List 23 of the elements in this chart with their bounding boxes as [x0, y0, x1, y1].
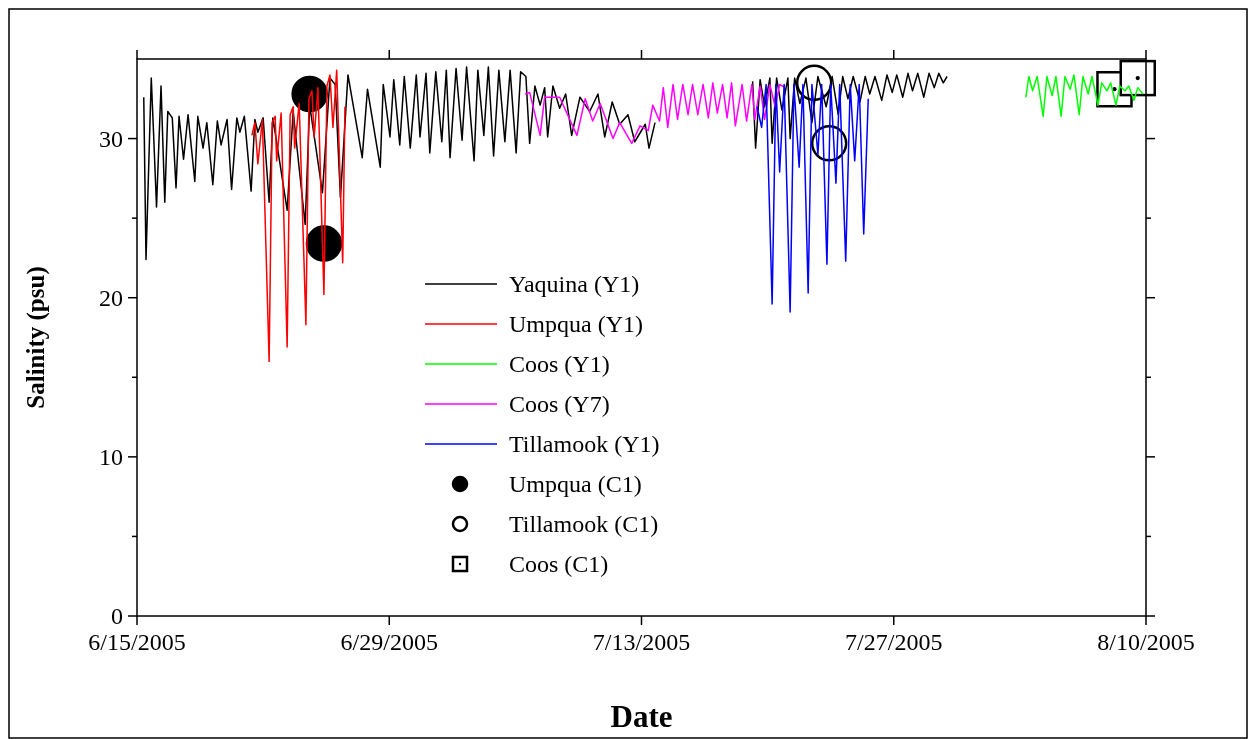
x-tick-label: 8/10/2005 — [1097, 629, 1195, 655]
legend-label: Tillamook (C1) — [509, 511, 659, 538]
x-tick-label: 6/15/2005 — [88, 629, 186, 655]
legend-label: Coos (Y7) — [509, 391, 610, 418]
legend-label: Umpqua (Y1) — [509, 311, 643, 338]
legend-label: Coos (C1) — [509, 551, 609, 578]
x-axis-title: Date — [610, 699, 673, 734]
legend-label: Coos (Y1) — [509, 351, 610, 378]
legend-label: Tillamook (Y1) — [509, 431, 660, 458]
y-tick-label: 20 — [99, 285, 123, 312]
x-tick-label: 7/13/2005 — [592, 629, 691, 655]
y-tick-label: 10 — [99, 444, 123, 471]
legend-label: Umpqua (C1) — [509, 471, 642, 498]
y-tick-label: 30 — [99, 125, 123, 152]
x-tick-label: 6/29/2005 — [340, 629, 438, 655]
y-axis-title: Salinity (psu) — [22, 266, 50, 409]
line-series — [524, 82, 786, 145]
line-series — [756, 83, 869, 313]
x-tick-label: 7/27/2005 — [845, 629, 943, 655]
y-tick-label: 0 — [111, 603, 123, 630]
legend-label: Yaquina (Y1) — [509, 271, 640, 298]
line-series — [251, 69, 346, 363]
point — [1119, 59, 1156, 97]
